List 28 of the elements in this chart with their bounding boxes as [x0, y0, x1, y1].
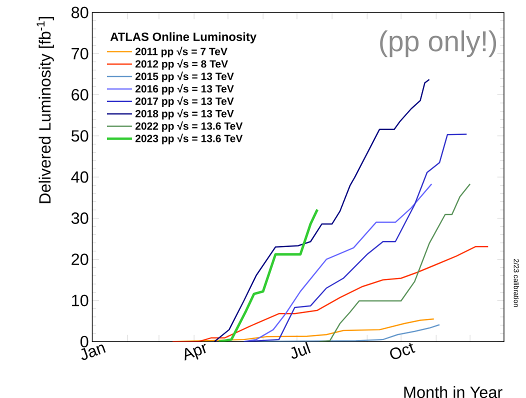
legend-label: 2015 pp √s = 13 TeV	[135, 72, 234, 82]
legend-label: 2016 pp √s = 13 TeV	[135, 84, 234, 94]
legend-title: ATLAS Online Luminosity	[110, 32, 256, 44]
y-tick-label: 10	[72, 294, 88, 306]
legend-label: 2012 pp √s = 8 TeV	[135, 59, 228, 70]
y-tick-label: 70	[72, 48, 88, 60]
x-tick-label: Jul	[291, 342, 311, 359]
line-series	[243, 183, 432, 342]
line-series	[172, 246, 489, 342]
y-tick-label: 40	[71, 171, 88, 183]
x-tick-label: Apr	[184, 344, 206, 360]
line-series	[318, 183, 471, 342]
y-tick-label: 30	[71, 212, 88, 224]
y-axis-title: Delivered Luminosity [fb$^{-1}$]	[36, 16, 54, 203]
legend-label: 2023 pp √s = 13.6 TeV	[135, 134, 243, 144]
y-tick-label: 50	[71, 130, 88, 142]
y-tick-label: 20	[72, 253, 88, 265]
annotation: (pp only!)	[380, 30, 496, 58]
legend-label: 2011 pp √s = 7 TeV	[135, 46, 228, 58]
legend-label: 2018 pp √s = 13 TeV	[135, 108, 234, 120]
x-axis-title: Month in Year	[404, 386, 502, 398]
line-series	[243, 134, 468, 342]
y-tick-label: 60	[72, 88, 88, 100]
y-tick-label: 80	[72, 6, 88, 18]
line-series	[218, 208, 319, 342]
x-tick-label: Oct	[390, 342, 416, 359]
legend-label: 2017 pp √s = 13 TeV	[135, 96, 234, 107]
legend-label: 2022 pp √s = 13.6 TeV	[135, 121, 243, 132]
